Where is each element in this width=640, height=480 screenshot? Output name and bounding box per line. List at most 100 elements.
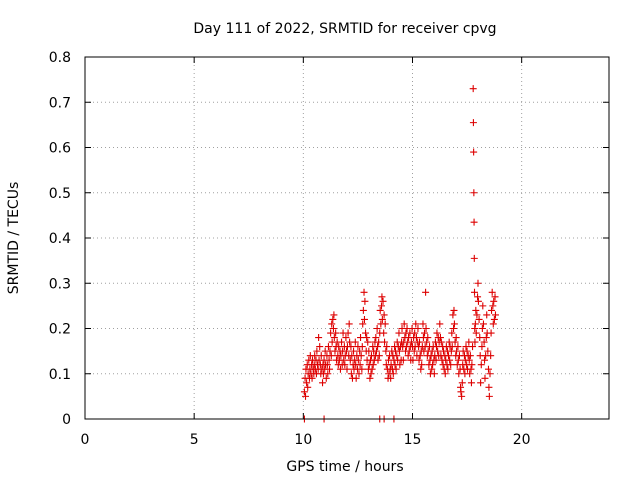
- data-point: [422, 288, 430, 296]
- data-point: [341, 361, 349, 369]
- data-point: [379, 297, 387, 305]
- data-point: [368, 365, 376, 373]
- data-point: [329, 315, 337, 323]
- data-points: [300, 85, 499, 423]
- data-point: [481, 356, 489, 364]
- data-point: [340, 356, 348, 364]
- data-point: [404, 352, 412, 360]
- data-point: [470, 218, 478, 226]
- data-point: [433, 343, 441, 351]
- data-point: [466, 370, 474, 378]
- data-point: [491, 311, 499, 319]
- data-point: [347, 343, 355, 351]
- data-point: [319, 379, 327, 387]
- data-point: [450, 325, 458, 332]
- data-point: [358, 365, 366, 373]
- data-point: [491, 293, 499, 301]
- data-point: [381, 338, 389, 346]
- data-point: [376, 306, 384, 314]
- data-point: [330, 311, 338, 319]
- data-point: [311, 352, 319, 360]
- data-point: [387, 374, 395, 382]
- data-point: [313, 347, 321, 355]
- data-point: [479, 302, 487, 310]
- data-point: [354, 356, 362, 364]
- data-point: [441, 370, 449, 378]
- data-point: [436, 334, 444, 342]
- data-point: [463, 347, 471, 355]
- data-point: [412, 320, 420, 328]
- data-point: [432, 356, 440, 364]
- data-point: [477, 379, 485, 387]
- data-point: [478, 325, 486, 332]
- data-point: [471, 320, 479, 328]
- data-point: [454, 356, 462, 364]
- data-point: [380, 311, 388, 319]
- x-tick-label: 20: [513, 432, 531, 448]
- data-point: [448, 329, 456, 337]
- data-point: [453, 347, 461, 355]
- data-point: [479, 320, 487, 328]
- data-point: [375, 338, 383, 346]
- data-point: [489, 302, 497, 310]
- data-point: [484, 365, 492, 373]
- data-point: [303, 379, 311, 387]
- data-point: [395, 347, 403, 355]
- data-point: [300, 388, 308, 396]
- data-point: [356, 361, 364, 369]
- data-point: [429, 361, 437, 369]
- data-point: [455, 370, 463, 378]
- axis-ticks: 0 0.1 0.2 0.3 0.4 0.5 0.6 0.7 0.8 0 5 10 15 20: [49, 50, 609, 448]
- plot-frame: [84, 56, 610, 420]
- data-point: [364, 338, 372, 346]
- data-point: [304, 383, 312, 391]
- data-point: [474, 279, 482, 287]
- data-point: [381, 320, 389, 328]
- data-point: [329, 325, 337, 332]
- data-point: [483, 311, 491, 319]
- data-point: [424, 334, 432, 342]
- data-point: [366, 374, 374, 382]
- data-point: [332, 329, 340, 337]
- y-tick-label: 0.4: [49, 231, 71, 247]
- grid-lines: [85, 57, 609, 419]
- data-point: [474, 297, 482, 305]
- data-point: [395, 329, 403, 337]
- y-tick-label: 0.1: [49, 367, 71, 383]
- data-point: [323, 361, 331, 369]
- data-point: [308, 374, 316, 382]
- data-point: [382, 347, 390, 355]
- data-point: [452, 334, 460, 342]
- data-point: [336, 365, 344, 373]
- y-tick-label: 0.6: [49, 141, 71, 157]
- data-point: [357, 334, 365, 342]
- x-tick-label: 15: [404, 432, 422, 448]
- data-point: [433, 329, 441, 337]
- data-point: [369, 361, 377, 369]
- data-point: [324, 343, 332, 351]
- data-point: [476, 334, 484, 342]
- data-point: [458, 379, 466, 387]
- data-point: [316, 343, 324, 351]
- data-point: [487, 329, 495, 337]
- data-point: [399, 356, 407, 364]
- data-point: [428, 365, 436, 373]
- y-tick-label: 0: [62, 412, 71, 428]
- data-point: [416, 352, 424, 360]
- data-point: [377, 302, 385, 310]
- data-point: [396, 361, 404, 369]
- data-point: [392, 365, 400, 373]
- x-tick-label: 10: [294, 432, 312, 448]
- data-point: [467, 379, 475, 387]
- data-point: [454, 343, 462, 351]
- x-tick-label: 5: [190, 432, 199, 448]
- data-point: [414, 325, 422, 332]
- data-point: [465, 338, 473, 346]
- data-point: [362, 329, 370, 337]
- data-point: [342, 334, 350, 342]
- data-point: [407, 338, 415, 346]
- data-point: [436, 320, 444, 328]
- data-point: [358, 343, 366, 351]
- data-point: [419, 320, 427, 328]
- data-point: [380, 329, 388, 337]
